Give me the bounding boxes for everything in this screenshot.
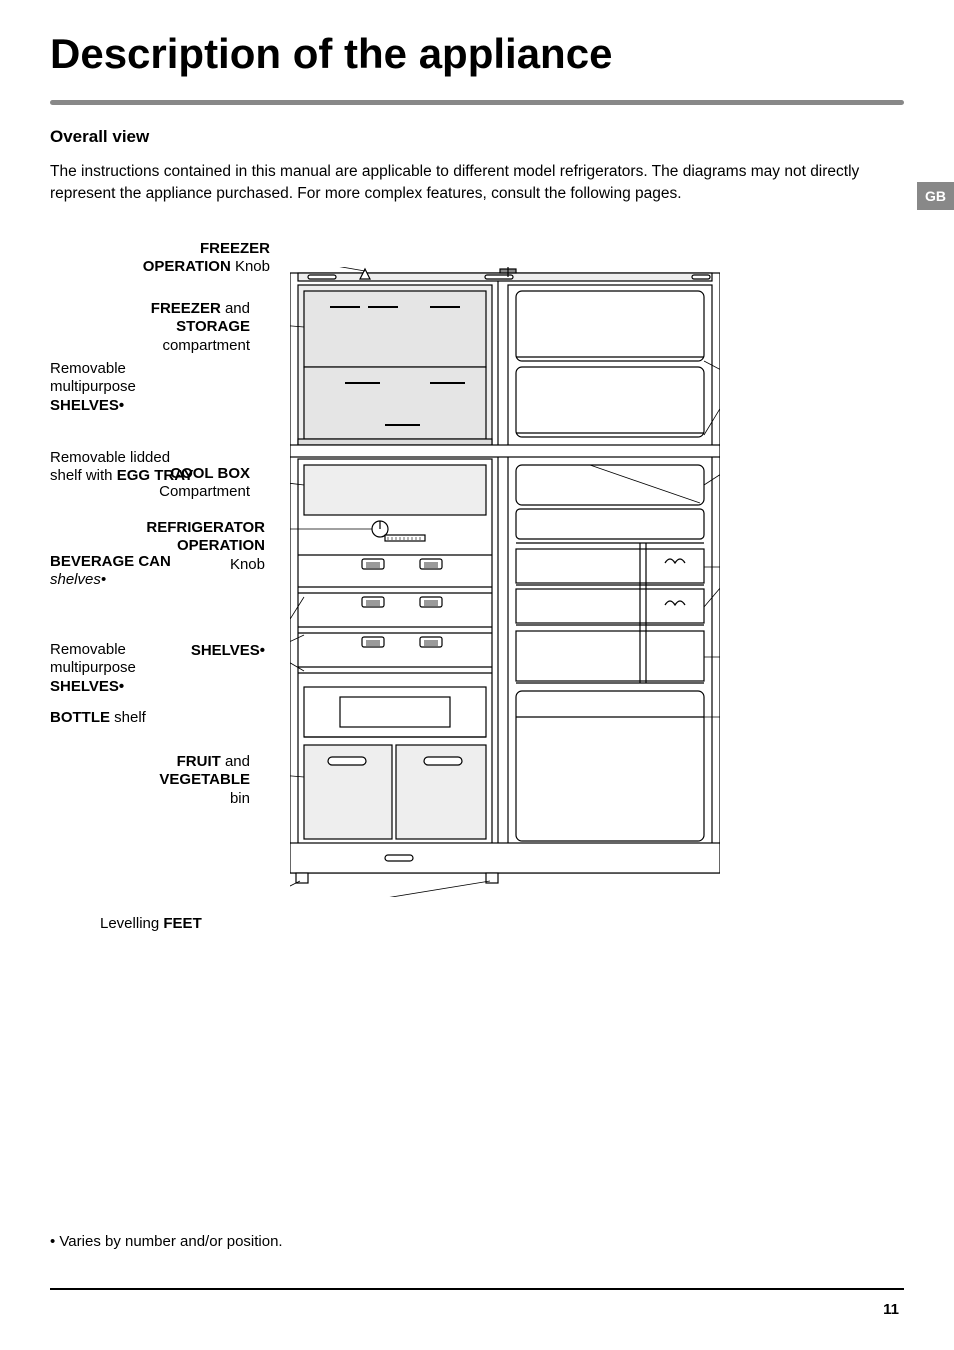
divider-bottom	[50, 1288, 904, 1290]
intro-text: The instructions contained in this manua…	[50, 161, 860, 204]
label-bottle: BOTTLE shelf	[50, 709, 250, 728]
language-badge: GB	[917, 182, 954, 210]
label-beverage: BEVERAGE CAN shelves•	[50, 553, 250, 591]
label-freezer-knob: FREEZER OPERATION Knob	[50, 240, 270, 278]
label-fruit-veg: FRUIT and VEGETABLE bin	[50, 753, 250, 809]
diagram-zone: FREEZER OPERATION Knob FREEZER and STORA…	[50, 235, 904, 995]
divider-top	[50, 100, 904, 105]
label-shelves-top: Removable multipurpose SHELVES•	[50, 360, 250, 416]
section-title: Overall view	[50, 127, 904, 147]
fridge-diagram	[290, 267, 720, 897]
label-shelves-bottom: Removable multipurpose SHELVES•	[50, 641, 250, 697]
page-title: Description of the appliance	[50, 30, 904, 78]
label-feet: Levelling FEET	[100, 915, 260, 934]
footnote: • Varies by number and/or position.	[50, 1233, 283, 1250]
label-egg-tray: Removable lidded shelf with EGG TRAY	[50, 449, 250, 487]
page-number: 11	[883, 1301, 899, 1318]
label-freezer-storage: FREEZER and STORAGE compartment	[50, 300, 250, 356]
